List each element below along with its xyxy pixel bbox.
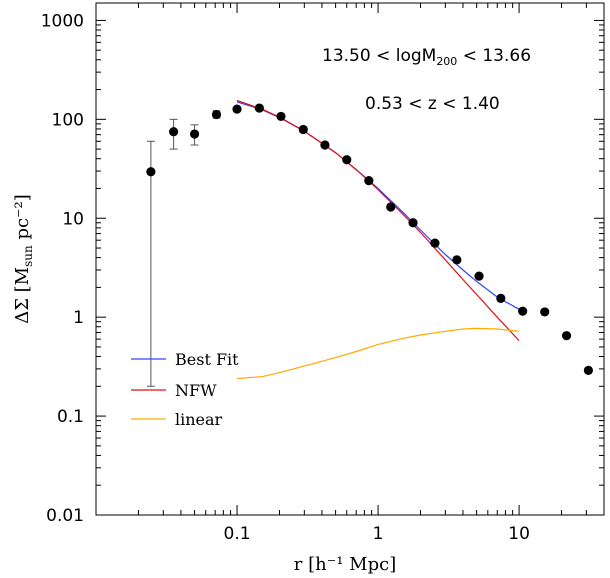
data-point — [146, 167, 156, 177]
y-tick-label: 10 — [62, 209, 84, 229]
y-tick-label: 1000 — [41, 11, 84, 31]
legend-label: linear — [175, 410, 223, 429]
y-axis-label: ΔΣ [Msun pc⁻²] — [12, 194, 35, 324]
nfw-curve — [236, 99, 520, 342]
linear-curve — [236, 327, 520, 380]
annotations: 13.50 < logM200 < 13.66 0.53 < z < 1.40 — [322, 46, 531, 114]
y-tick-label: 0.1 — [57, 407, 84, 427]
redshift-range-annotation: 0.53 < z < 1.40 — [365, 94, 500, 114]
data-point — [496, 293, 506, 303]
data-point — [518, 306, 528, 316]
data-point — [430, 238, 440, 248]
data-point — [254, 103, 264, 113]
plot-frame — [95, 2, 605, 516]
data-point — [232, 104, 242, 114]
data-point — [320, 140, 330, 150]
data-point — [408, 218, 418, 228]
data-point — [342, 155, 352, 165]
model-curves — [236, 99, 520, 380]
axis-ticks: 0.1 1 10 0.01 0.1 1 10 100 1000 — [41, 3, 605, 544]
data-point — [452, 255, 462, 265]
data-point — [189, 129, 200, 139]
data-point — [474, 271, 484, 281]
y-tick-label: 0.01 — [46, 506, 84, 526]
legend: Best Fit NFW linear — [131, 350, 239, 429]
data-point — [211, 109, 222, 120]
x-tick-label: 1 — [373, 524, 384, 544]
data-point — [583, 365, 593, 375]
data-point — [540, 307, 550, 317]
data-point — [168, 127, 179, 137]
x-tick-label: 10 — [508, 524, 530, 544]
data-point — [364, 176, 374, 186]
legend-label: Best Fit — [175, 350, 239, 369]
data-point — [386, 202, 396, 212]
data-point — [276, 111, 286, 122]
data-point — [561, 331, 572, 341]
x-tick-label: 0.1 — [224, 524, 251, 544]
x-axis-label: r [h⁻¹ Mpc] — [294, 554, 396, 575]
y-tick-label: 1 — [73, 308, 84, 328]
legend-label: NFW — [175, 381, 217, 400]
y-tick-label: 100 — [52, 110, 84, 130]
data-point — [298, 124, 308, 135]
mass-range-annotation: 13.50 < logM200 < 13.66 — [322, 46, 531, 68]
error-bars — [146, 110, 221, 387]
data-points — [146, 103, 593, 375]
